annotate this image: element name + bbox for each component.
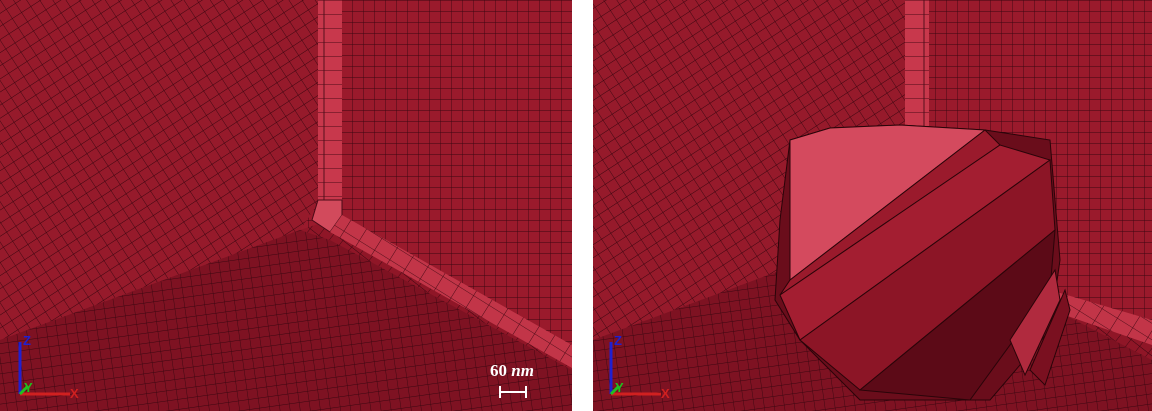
axis-label: Y [615, 380, 624, 395]
right-panel: Z Y X [593, 0, 1152, 411]
figure: Z Y X 60 nm Z Y [0, 0, 1152, 411]
axis-label: X [70, 386, 79, 401]
axis-label: Y [24, 380, 33, 395]
axis-label: Z [23, 333, 31, 348]
scale-label: 60 nm [490, 361, 534, 380]
axis-label: Z [614, 333, 622, 348]
axis-label: X [661, 386, 670, 401]
cavity [775, 125, 1070, 400]
left-panel: Z Y X 60 nm [0, 0, 572, 411]
